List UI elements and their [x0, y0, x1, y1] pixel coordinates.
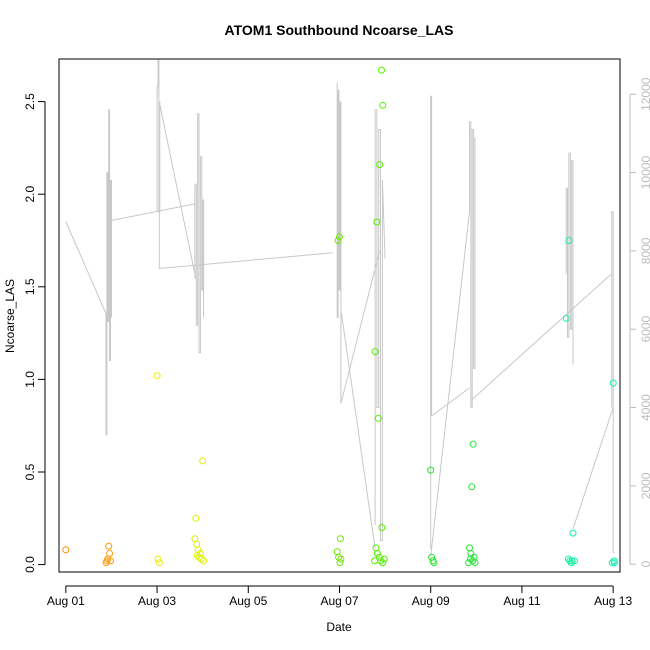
data-point-23 — [333, 548, 341, 556]
data-point-63 — [608, 559, 616, 567]
data-point-25 — [336, 559, 344, 567]
data-point-54 — [562, 314, 570, 322]
data-point-41 — [427, 466, 435, 474]
data-point-48 — [469, 440, 477, 448]
y-axis: 0.0 0.5 1.0 1.5 2.0 2.5 — [23, 93, 46, 573]
data-point-0 — [62, 546, 70, 554]
chart-title: ATOM1 Southbound Ncoarse_LAS — [225, 22, 454, 38]
data-point-45 — [466, 544, 473, 552]
secondary-line-segment-18 — [572, 407, 614, 530]
y2-axis: 0 2000 4000 6000 8000 10000 12000 — [629, 77, 650, 568]
x-tick-label: Aug 03 — [138, 594, 176, 608]
y2-tick-label: 4000 — [639, 394, 650, 421]
data-point-29 — [376, 161, 384, 169]
data-point-7 — [153, 372, 161, 380]
data-point-9 — [155, 559, 163, 567]
data-point-58 — [566, 557, 574, 565]
secondary-line-segment-5 — [158, 101, 197, 279]
y2-tick-label: 10000 — [639, 156, 650, 190]
data-point-10 — [192, 514, 200, 522]
y-tick-label: 2.5 — [23, 93, 37, 110]
x-tick-label: Aug 13 — [594, 594, 632, 608]
secondary-line-segment-12 — [430, 95, 433, 549]
y2-tick-label: 0 — [639, 561, 650, 568]
x-tick-label: Aug 11 — [503, 594, 540, 608]
x-tick-label: Aug 09 — [412, 594, 450, 608]
plot-frame — [58, 58, 621, 573]
y2-tick-label: 2000 — [639, 472, 650, 499]
data-point-12 — [193, 540, 201, 548]
data-point-18 — [199, 457, 207, 465]
secondary-line-segment-9 — [374, 109, 383, 542]
data-point-34 — [372, 544, 380, 552]
y2-tick-label: 6000 — [639, 316, 650, 343]
data-point-20 — [334, 237, 342, 244]
data-point-35 — [373, 550, 381, 557]
secondary-line-segment-13 — [432, 387, 470, 416]
data-point-33 — [378, 524, 386, 532]
data-point-28 — [373, 218, 381, 226]
y-tick-label: 1.5 — [23, 278, 37, 295]
secondary-line-segment-14 — [430, 211, 470, 557]
data-point-32 — [374, 414, 382, 422]
data-point-5 — [106, 550, 114, 557]
y-tick-label: 1.0 — [23, 371, 37, 388]
data-point-38 — [379, 559, 387, 567]
data-point-39 — [371, 557, 379, 565]
data-point-60 — [568, 557, 576, 565]
data-point-22 — [336, 535, 344, 543]
data-point-4 — [105, 542, 113, 550]
data-point-55 — [565, 237, 573, 244]
data-point-21 — [336, 233, 343, 241]
data-point-15 — [195, 553, 203, 561]
y-tick-label: 0.5 — [23, 463, 37, 480]
data-point-26 — [337, 555, 345, 563]
secondary-line-segment-11 — [340, 309, 376, 549]
data-point-61 — [570, 557, 578, 565]
data-point-27 — [371, 348, 379, 356]
data-point-8 — [154, 555, 162, 563]
x-tick-label: Aug 01 — [47, 594, 85, 608]
data-point-50 — [469, 557, 477, 565]
secondary-line-segment-10 — [381, 180, 386, 259]
secondary-line-segment-15 — [469, 121, 476, 408]
secondary-line-segment-19 — [611, 211, 615, 553]
y-tick-label: 2.0 — [23, 186, 37, 203]
data-point-65 — [611, 559, 618, 567]
secondary-line-segment-6 — [194, 113, 205, 354]
secondary-line-segment-7 — [336, 82, 342, 404]
data-point-30 — [378, 66, 385, 74]
plot-marks — [62, 59, 618, 567]
y-axis-label: Ncoarse_LAS — [3, 279, 17, 353]
x-tick-label: Aug 07 — [320, 594, 358, 608]
secondary-line-segment-17 — [565, 152, 574, 365]
y-tick-label: 0.0 — [23, 556, 37, 573]
y2-tick-label: 12000 — [639, 77, 650, 111]
x-axis: Aug 01 Aug 03 Aug 05 Aug 07 Aug 09 Aug 11 Aug … — [47, 585, 632, 608]
data-point-56 — [569, 529, 577, 537]
data-point-31 — [379, 101, 387, 109]
secondary-line-segment-4 — [158, 102, 333, 270]
plot-area — [62, 59, 618, 567]
data-point-6 — [107, 557, 114, 565]
data-point-44 — [430, 559, 438, 567]
secondary-line-segment-1 — [105, 109, 112, 436]
x-axis-label: Date — [326, 620, 352, 634]
data-point-49 — [466, 555, 474, 563]
secondary-line-segment-0 — [65, 221, 107, 314]
secondary-line-segment-16 — [471, 274, 612, 401]
data-point-17 — [197, 555, 205, 563]
data-point-19 — [200, 557, 208, 565]
secondary-line-segment-2 — [105, 203, 195, 222]
y2-tick-label: 8000 — [639, 237, 650, 264]
data-point-40 — [380, 555, 388, 563]
data-point-62 — [609, 379, 617, 387]
x-tick-label: Aug 05 — [229, 594, 267, 608]
data-point-53 — [465, 559, 473, 567]
secondary-line-segment-8 — [340, 250, 381, 404]
data-point-47 — [468, 483, 476, 491]
